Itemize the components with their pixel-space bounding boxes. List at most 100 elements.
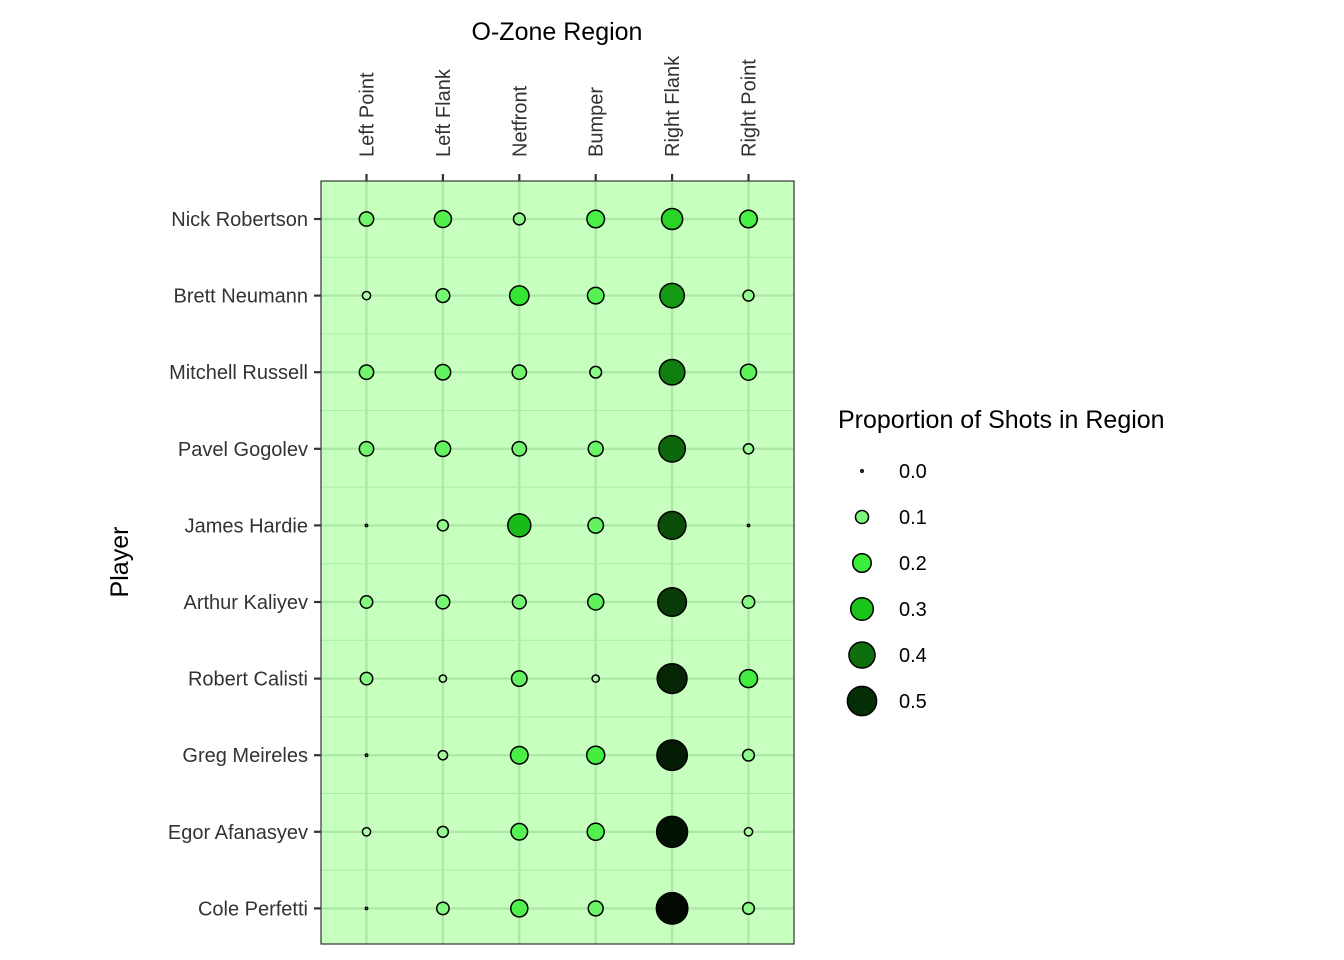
data-point (512, 212, 526, 226)
data-point (587, 516, 605, 534)
data-point (655, 815, 689, 849)
data-point (434, 440, 452, 458)
legend-label: 0.0 (899, 461, 927, 483)
legend-key (846, 685, 878, 717)
data-point (436, 519, 450, 532)
x-tick-label: Right Flank (662, 55, 684, 157)
x-tick-label: Left Flank (433, 68, 455, 157)
data-point (741, 595, 756, 609)
data-point (361, 290, 372, 301)
x-tick-label: Netfront (509, 85, 531, 157)
y-tick-label: Cole Perfetti (198, 898, 308, 920)
data-point (364, 523, 369, 528)
data-point (656, 739, 689, 772)
y-tick-label: Arthur Kaliyev (184, 592, 309, 614)
data-point (586, 209, 606, 229)
legend-title: Proportion of Shots in Region (838, 406, 1165, 434)
legend-key (848, 641, 876, 669)
data-point (436, 825, 450, 839)
data-point (746, 523, 751, 528)
data-point (510, 670, 528, 688)
legend-label: 0.3 (899, 599, 927, 621)
legend-label: 0.5 (899, 691, 927, 713)
data-point (589, 365, 603, 379)
data-point (435, 288, 451, 304)
data-point (511, 594, 527, 610)
data-point (587, 440, 604, 457)
data-point (659, 282, 686, 309)
data-point (657, 586, 688, 618)
data-point (358, 364, 375, 381)
y-tick-label: Egor Afanasyev (168, 822, 308, 844)
legend: Proportion of Shots in Region 0.00.10.20… (838, 406, 1165, 717)
legend-key (852, 553, 872, 573)
data-point (510, 899, 529, 918)
data-point (358, 211, 375, 227)
data-point (358, 440, 375, 457)
data-point (359, 595, 374, 609)
data-point (364, 753, 369, 758)
y-axis: Nick Robertson Brett Neumann Mitchell Russ… (168, 209, 321, 920)
data-point (435, 901, 450, 916)
y-tick-label: Pavel Gogolev (178, 439, 308, 461)
data-point (511, 440, 528, 457)
legend-key (849, 596, 875, 622)
data-point (591, 674, 601, 683)
data-point (508, 285, 530, 307)
data-point (435, 594, 451, 610)
legend-label: 0.1 (899, 507, 927, 529)
data-point (359, 671, 374, 686)
plot-panel (321, 181, 794, 944)
x-tick-label: Right Point (739, 59, 761, 157)
data-point (586, 286, 605, 305)
data-point (586, 593, 605, 611)
y-axis-title: Player (106, 527, 134, 598)
x-tick-label: Bumper (586, 87, 608, 157)
data-point (587, 900, 604, 917)
y-tick-label: Robert Calisti (188, 669, 308, 691)
x-tick-label: Left Point (357, 72, 379, 157)
data-point (509, 745, 529, 765)
legend-label: 0.2 (899, 553, 927, 575)
gridlines (321, 181, 794, 944)
y-tick-label: Nick Robertson (171, 209, 308, 231)
data-point (657, 510, 687, 541)
data-point (586, 822, 605, 842)
data-point (658, 358, 686, 386)
y-tick-label: Brett Neumann (173, 286, 308, 308)
data-points (358, 207, 759, 925)
data-point (364, 906, 369, 911)
data-point (742, 289, 755, 302)
data-point (741, 901, 756, 915)
data-point (658, 434, 687, 463)
data-point (507, 513, 532, 538)
y-tick-label: Greg Meireles (182, 745, 308, 767)
legend-key (860, 469, 864, 473)
data-point (738, 668, 759, 689)
legend-keys: 0.0 0.1 0.2 0.3 0.4 0.5 (846, 461, 927, 717)
data-point (739, 363, 758, 381)
legend-label: 0.4 (899, 645, 927, 667)
data-point (585, 745, 606, 765)
plot-panel-border (320, 180, 795, 945)
legend-key (854, 509, 870, 525)
data-point (743, 826, 754, 837)
y-tick-label: James Hardie (185, 515, 308, 537)
data-point (511, 364, 528, 381)
data-point (656, 662, 688, 695)
data-point (433, 209, 453, 229)
data-point (434, 363, 452, 381)
data-point (510, 822, 529, 841)
data-point (438, 674, 448, 683)
data-point (437, 749, 449, 761)
data-point (742, 442, 755, 455)
data-point (741, 748, 756, 762)
x-axis: Left Point Left Flank Netfront Bumper Right … (357, 55, 761, 181)
y-tick-label: Mitchell Russell (169, 362, 308, 384)
data-point (655, 891, 689, 925)
data-point (738, 209, 759, 229)
data-point (660, 207, 684, 231)
data-point (361, 826, 372, 837)
x-axis-title: O-Zone Region (472, 18, 643, 46)
